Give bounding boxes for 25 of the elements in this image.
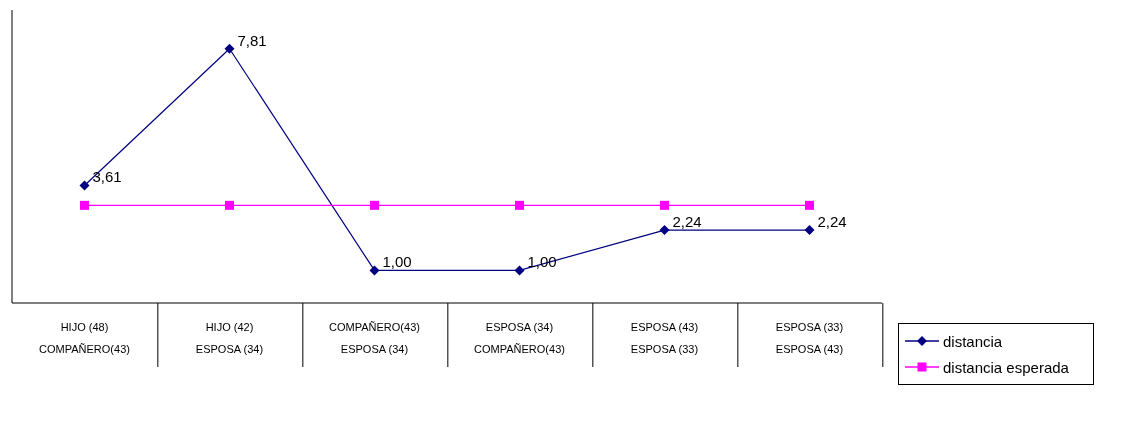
point	[370, 200, 379, 210]
x-tick-label: HIJO (48) COMPAÑERO(43)	[39, 321, 130, 355]
data-label: 2,24	[817, 213, 847, 231]
data-label: 3,61	[92, 168, 122, 186]
point	[224, 43, 235, 54]
x-tick-label: HIJO (42) ESPOSA (34)	[195, 321, 264, 355]
data-label: 2,24	[672, 213, 702, 231]
x-tick-label: ESPOSA (43) ESPOSA (33)	[630, 321, 699, 355]
point	[369, 265, 380, 276]
data-label: 7,81	[237, 31, 267, 49]
point	[659, 225, 670, 236]
point	[660, 200, 669, 210]
point	[514, 265, 525, 276]
point	[225, 200, 234, 210]
x-tick-label: ESPOSA (34) COMPAÑERO(43)	[474, 321, 565, 355]
data-label: 1,00	[382, 253, 412, 271]
point	[804, 225, 815, 236]
legend-label: distancia esperada	[943, 358, 1069, 376]
legend-label: distancia	[943, 332, 1003, 350]
point	[805, 200, 814, 210]
point	[515, 200, 524, 210]
point	[79, 180, 90, 191]
x-tick-label: COMPAÑERO(43) ESPOSA (34)	[329, 321, 420, 355]
point	[80, 200, 89, 210]
x-tick-label: ESPOSA (33) ESPOSA (43)	[775, 321, 844, 355]
